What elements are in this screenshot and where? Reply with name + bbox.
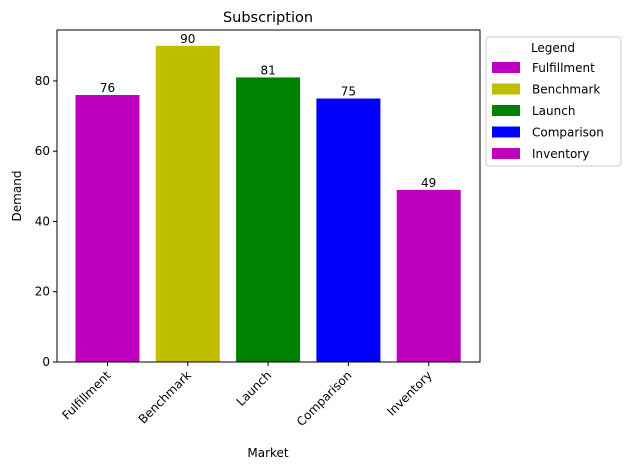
bar-value-label: 75 bbox=[341, 85, 356, 99]
x-axis: Fulfillment Benchmark Launch Comparison Inve… bbox=[59, 362, 435, 429]
bar-inventory bbox=[396, 189, 461, 362]
legend: Legend Fulfillment Benchmark Launch Compari… bbox=[485, 36, 622, 167]
x-tick-label: Fulfillment bbox=[59, 368, 114, 423]
legend-label: Inventory bbox=[532, 147, 589, 161]
bar-benchmark bbox=[155, 45, 220, 363]
y-axis-label: Demand bbox=[10, 171, 24, 222]
legend-swatch bbox=[492, 126, 520, 138]
legend-label: Launch bbox=[532, 104, 575, 118]
y-tick-label: 0 bbox=[42, 355, 50, 369]
x-axis-label: Market bbox=[247, 446, 289, 460]
legend-swatch bbox=[492, 148, 520, 159]
bar-launch bbox=[236, 77, 301, 362]
bar-value-label: 76 bbox=[100, 81, 115, 95]
legend-title: Legend bbox=[531, 41, 575, 55]
bar-value-label: 90 bbox=[180, 32, 195, 46]
x-tick-label: Launch bbox=[234, 368, 275, 409]
x-tick-label: Inventory bbox=[384, 368, 434, 418]
chart-title: Subscription bbox=[223, 10, 313, 26]
bar-value-labels: 76 90 81 75 49 bbox=[100, 32, 436, 190]
y-tick-label: 20 bbox=[35, 285, 50, 299]
y-axis: 0 20 40 60 80 bbox=[35, 74, 57, 369]
y-tick-label: 80 bbox=[35, 74, 50, 88]
legend-items: Fulfillment Benchmark Launch Comparison Inve… bbox=[492, 61, 604, 161]
legend-label: Benchmark bbox=[532, 83, 600, 97]
x-tick-label: Comparison bbox=[294, 368, 355, 429]
legend-swatch bbox=[492, 62, 520, 73]
bar-comparison bbox=[316, 98, 381, 362]
legend-label: Comparison bbox=[532, 126, 604, 140]
x-tick-label: Benchmark bbox=[136, 368, 194, 426]
bars-group bbox=[75, 45, 461, 363]
bar-value-label: 81 bbox=[260, 63, 275, 77]
bar-value-label: 49 bbox=[421, 176, 436, 190]
y-tick-label: 60 bbox=[35, 144, 50, 158]
y-tick-label: 40 bbox=[35, 214, 50, 228]
bar-fulfillment bbox=[75, 94, 140, 363]
legend-swatch bbox=[492, 83, 520, 95]
legend-swatch bbox=[492, 105, 520, 116]
legend-label: Fulfillment bbox=[532, 61, 595, 75]
